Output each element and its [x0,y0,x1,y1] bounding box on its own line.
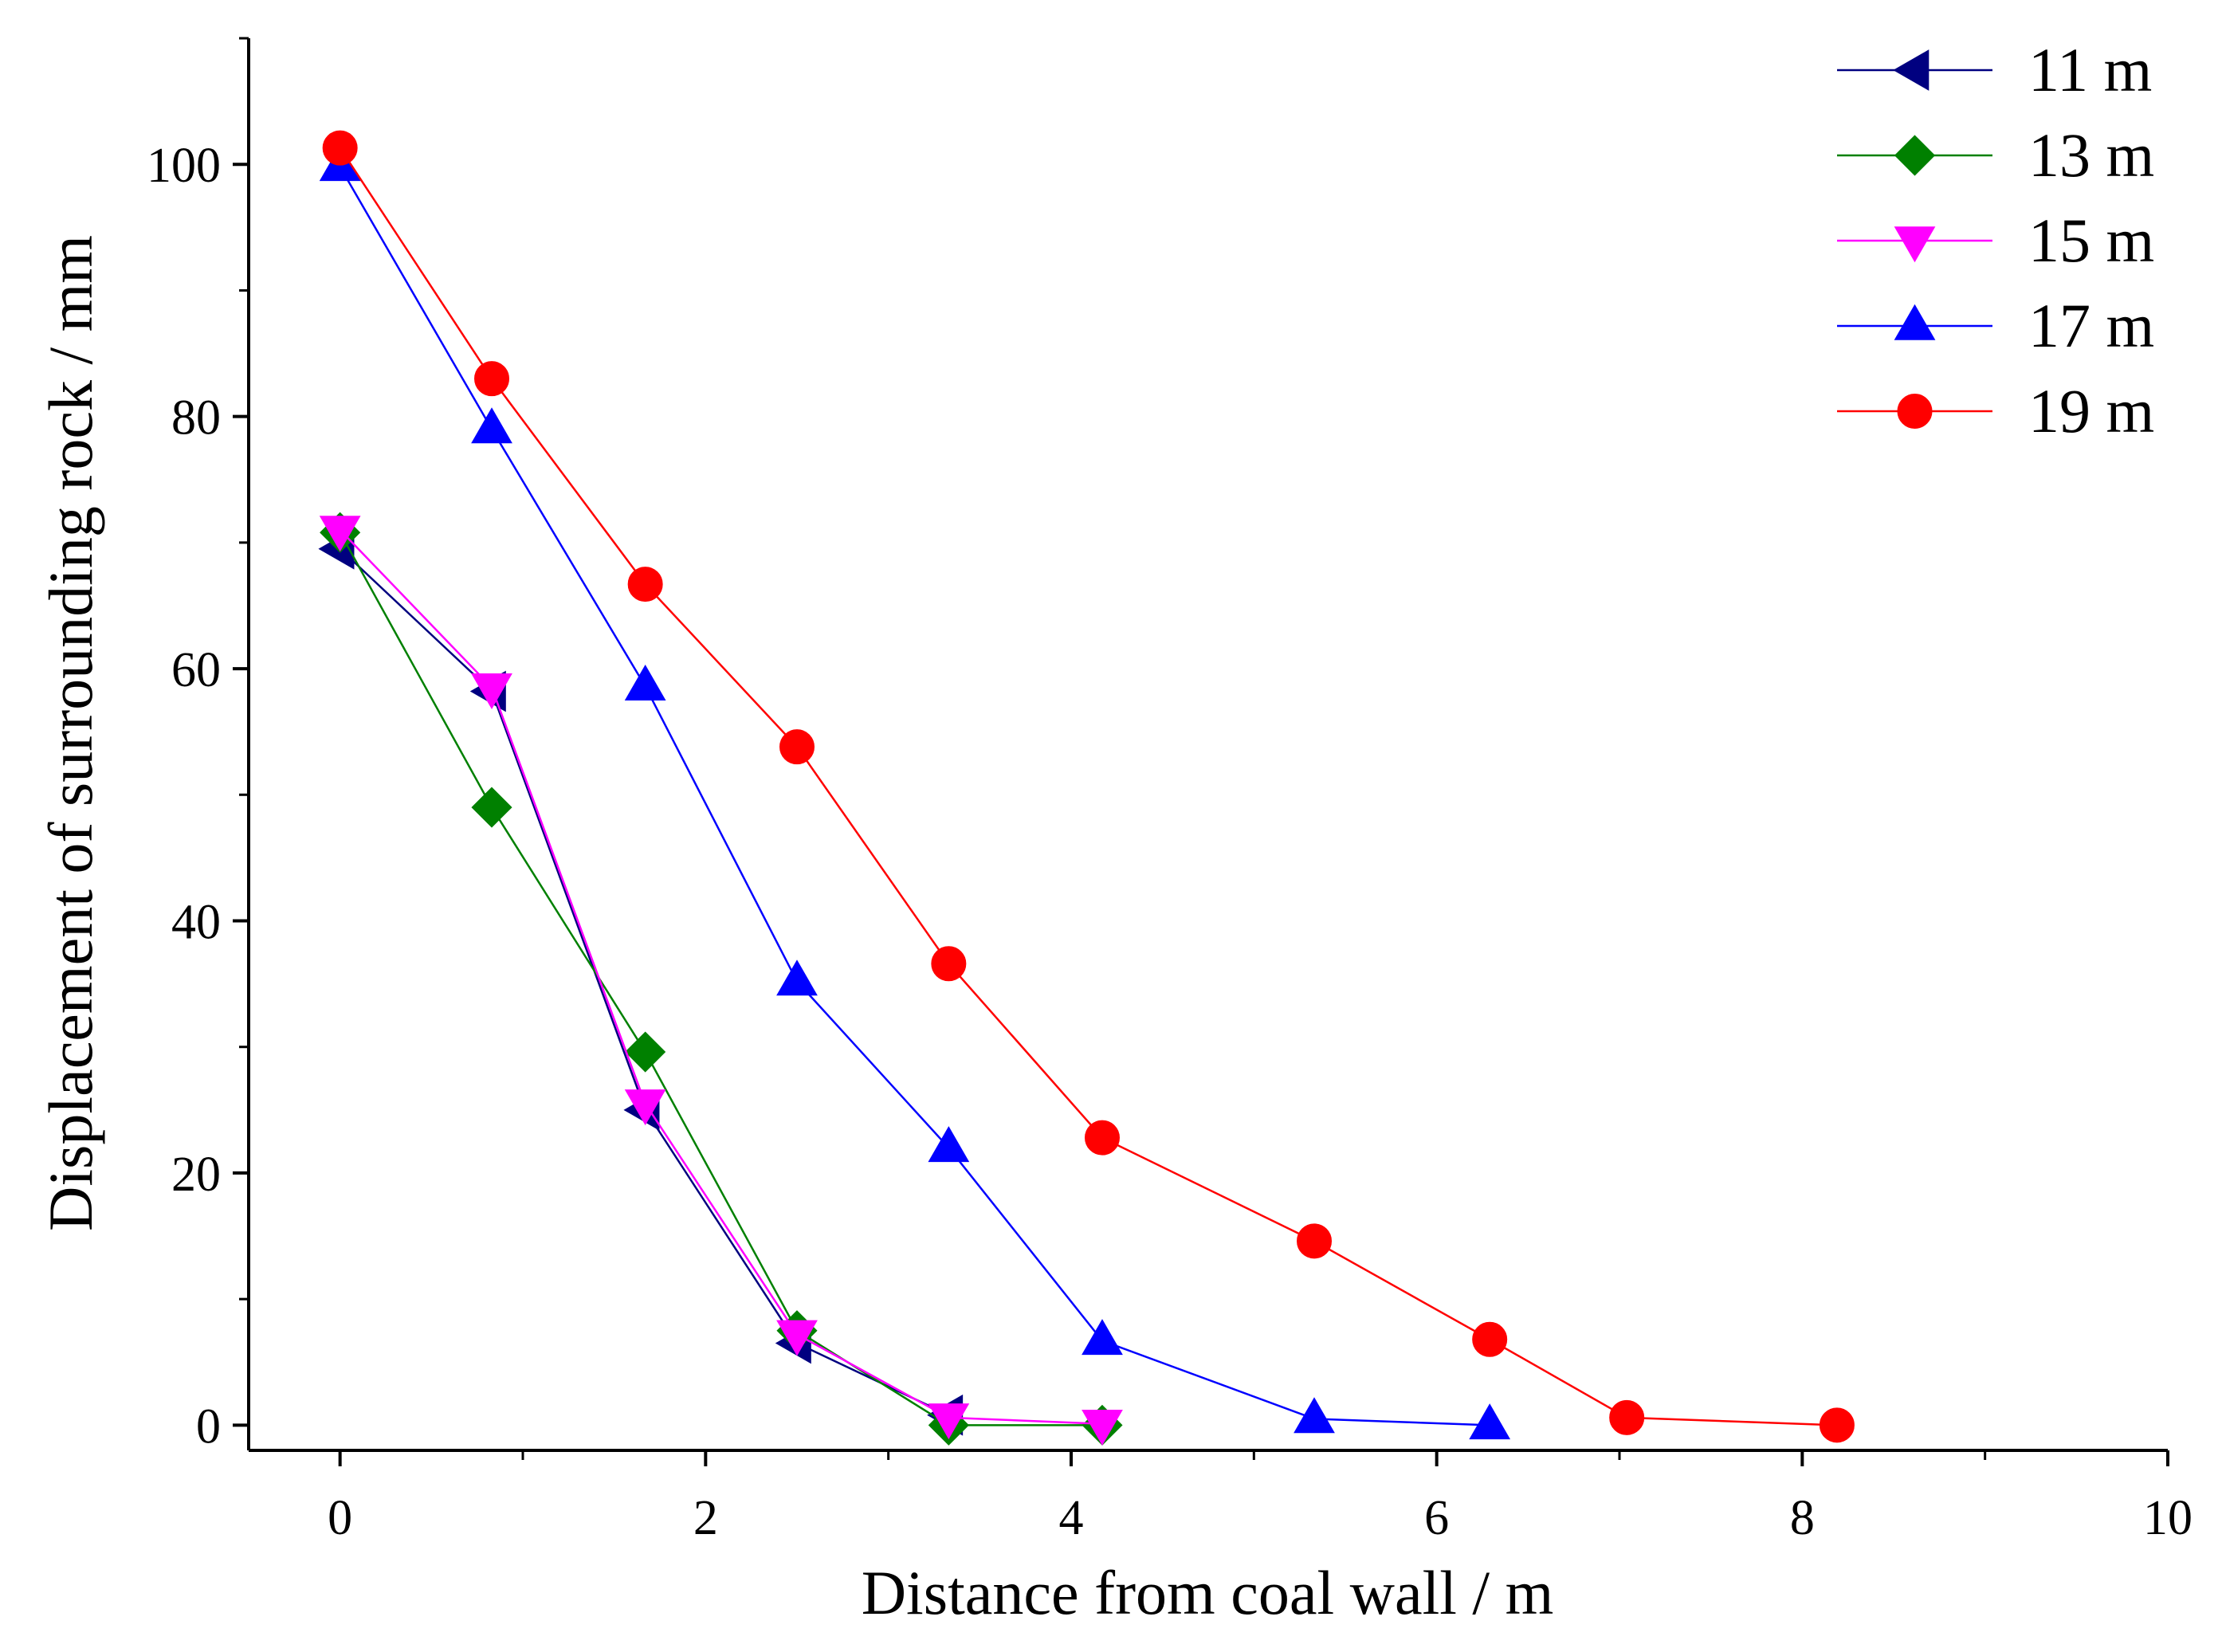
data-point [322,130,358,166]
series-15m [319,516,1123,1446]
series-line [339,147,1837,1426]
data-point [776,1320,818,1356]
legend-swatch-marker [1893,49,1930,91]
data-point [1819,1407,1855,1443]
legend-swatch-marker [1894,135,1936,176]
y-tick-label: 80 [171,391,221,445]
data-point [779,729,815,765]
data-point [624,665,666,701]
legend-label: 17 m [2028,291,2154,360]
data-point [1294,1397,1335,1434]
data-point [928,1126,970,1163]
x-tick-label: 10 [2143,1491,2193,1545]
x-tick-label: 6 [1424,1491,1449,1545]
legend-label: 11 m [2028,35,2152,104]
data-point [1472,1321,1508,1357]
series-11m [318,528,964,1436]
data-point [1297,1223,1333,1259]
legend-label: 19 m [2028,376,2154,445]
legend-label: 13 m [2028,120,2154,190]
data-point [627,567,663,602]
data-point [624,1089,666,1126]
y-tick-label: 20 [171,1148,221,1202]
y-tick-label: 100 [147,139,221,193]
legend-item: 11 m [1837,35,2152,104]
legend-item: 15 m [1837,206,2154,275]
y-tick-label: 40 [171,896,221,950]
legend-item: 17 m [1837,291,2154,360]
data-point [928,1403,970,1440]
data-point [474,361,510,397]
data-point [1084,1120,1120,1156]
data-point [776,959,818,996]
legend: 11 m 13 m 15 m 17 m 19 m [1837,35,2154,445]
series-17m [319,145,1511,1440]
series-line [339,532,1102,1426]
data-point [471,787,512,828]
legend-item: 19 m [1837,376,2154,445]
data-point [625,1031,666,1073]
x-tick-label: 0 [328,1491,352,1545]
y-axis-title: Displacement of surrounding rock / mm [36,235,105,1231]
x-tick-label: 2 [693,1491,718,1545]
series-19m [322,130,1855,1443]
data-point [1609,1399,1645,1435]
data-point [471,407,512,444]
legend-label: 15 m [2028,206,2154,275]
data-point [471,673,512,710]
series-line [339,166,1490,1426]
x-axis-title: Distance from coal wall / m [862,1558,1554,1627]
series-lines [318,130,1855,1446]
series-line [339,529,1103,1426]
data-point [1082,1409,1123,1446]
legend-item: 13 m [1837,120,2154,190]
series-13m [320,512,1123,1446]
legend-swatch-marker [1897,394,1933,429]
legend-swatch-marker [1894,304,1936,340]
legend-swatch-marker [1894,226,1936,263]
data-point [319,516,361,552]
data-point [1469,1403,1511,1440]
y-tick-label: 0 [196,1399,221,1454]
data-point [1082,1319,1123,1356]
y-tick-label: 60 [171,643,221,697]
x-tick-label: 8 [1790,1491,1815,1545]
data-point [931,946,967,982]
x-tick-label: 4 [1059,1491,1084,1545]
